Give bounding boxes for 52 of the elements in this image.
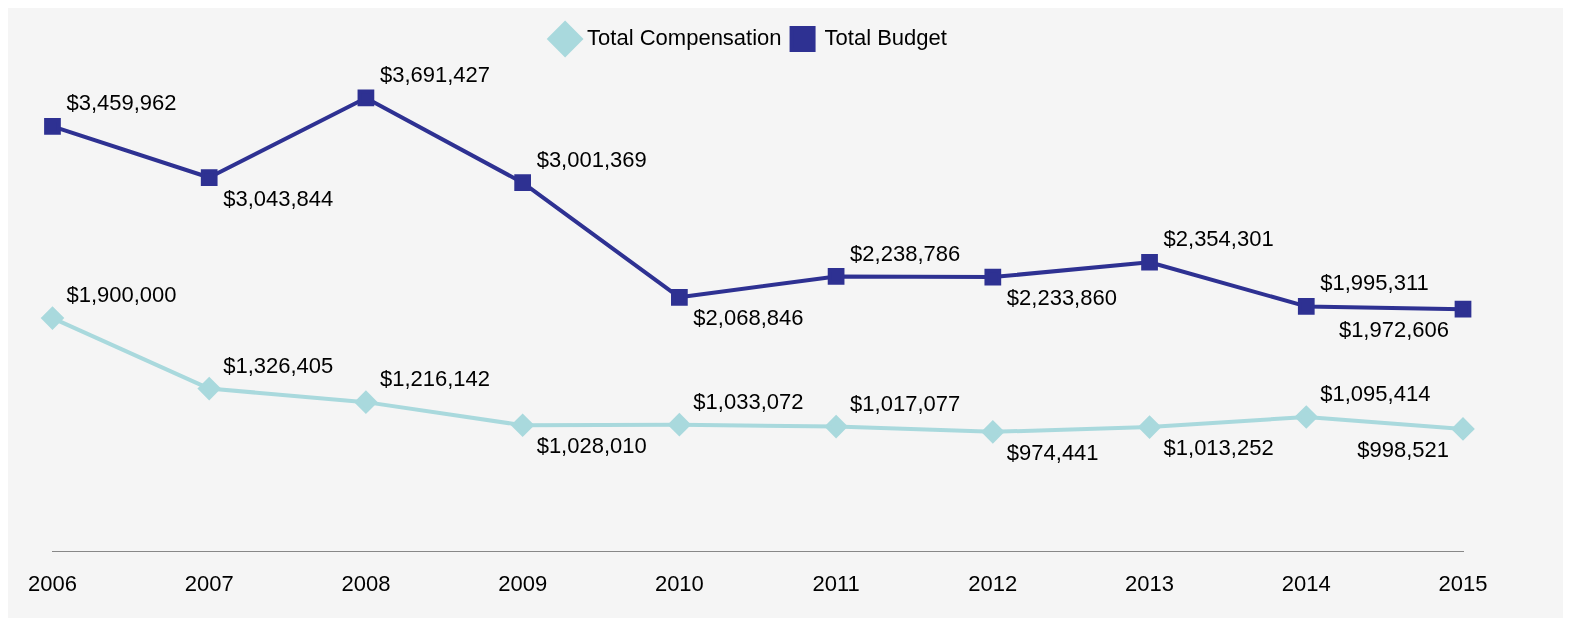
point <box>511 414 534 437</box>
point <box>41 307 64 330</box>
x-tick-label: 2006 <box>27 570 77 596</box>
data-label: $1,028,010 <box>536 433 647 459</box>
point <box>514 174 532 192</box>
point <box>1452 417 1474 440</box>
data-label: $974,441 <box>1006 439 1099 465</box>
data-label: $1,013,252 <box>1163 435 1274 461</box>
point <box>981 420 1004 443</box>
point <box>671 288 688 306</box>
point <box>1454 300 1472 318</box>
x-tick-label: 2010 <box>654 570 704 596</box>
data-label: $3,043,844 <box>223 185 334 211</box>
point <box>200 169 218 186</box>
data-label: $1,095,414 <box>1320 381 1431 407</box>
point <box>825 415 848 438</box>
x-tick-label: 2012 <box>968 570 1018 596</box>
point <box>1295 405 1318 428</box>
data-label: $1,017,077 <box>850 390 961 416</box>
point <box>1138 416 1161 439</box>
data-label: $1,033,072 <box>693 388 804 414</box>
point <box>357 89 375 107</box>
data-label: $1,900,000 <box>66 282 177 308</box>
point <box>984 268 1002 286</box>
point <box>1297 298 1315 315</box>
data-label: $3,001,369 <box>536 146 647 172</box>
data-label: $2,233,860 <box>1006 285 1117 311</box>
data-label: $1,326,405 <box>223 352 334 378</box>
x-tick-label: 2015 <box>1438 570 1488 596</box>
data-label: $2,238,786 <box>850 240 961 266</box>
x-tick-label: 2014 <box>1281 570 1331 596</box>
x-tick-label: 2007 <box>184 570 234 596</box>
x-tick-label: 2011 <box>812 570 860 596</box>
data-label: $3,691,427 <box>379 61 491 87</box>
point <box>354 391 377 414</box>
point <box>198 377 221 400</box>
data-label: $2,068,846 <box>693 305 804 331</box>
point <box>44 118 61 135</box>
legend-label: Total Compensation <box>587 25 782 51</box>
data-label: $3,459,962 <box>66 90 177 116</box>
data-label: $1,995,311 <box>1320 270 1429 296</box>
data-label: $2,354,301 <box>1163 226 1274 252</box>
data-label: $1,972,606 <box>1338 317 1449 343</box>
x-tick-label: 2013 <box>1125 570 1175 596</box>
point <box>827 268 845 285</box>
data-label: $1,216,142 <box>379 366 491 392</box>
data-label: $998,521 <box>1357 436 1449 462</box>
x-tick-label: 2008 <box>341 570 391 596</box>
point <box>1141 253 1158 271</box>
x-tick-label: 2009 <box>498 570 548 596</box>
legend-label: Total Budget <box>824 25 947 51</box>
point <box>668 413 691 436</box>
